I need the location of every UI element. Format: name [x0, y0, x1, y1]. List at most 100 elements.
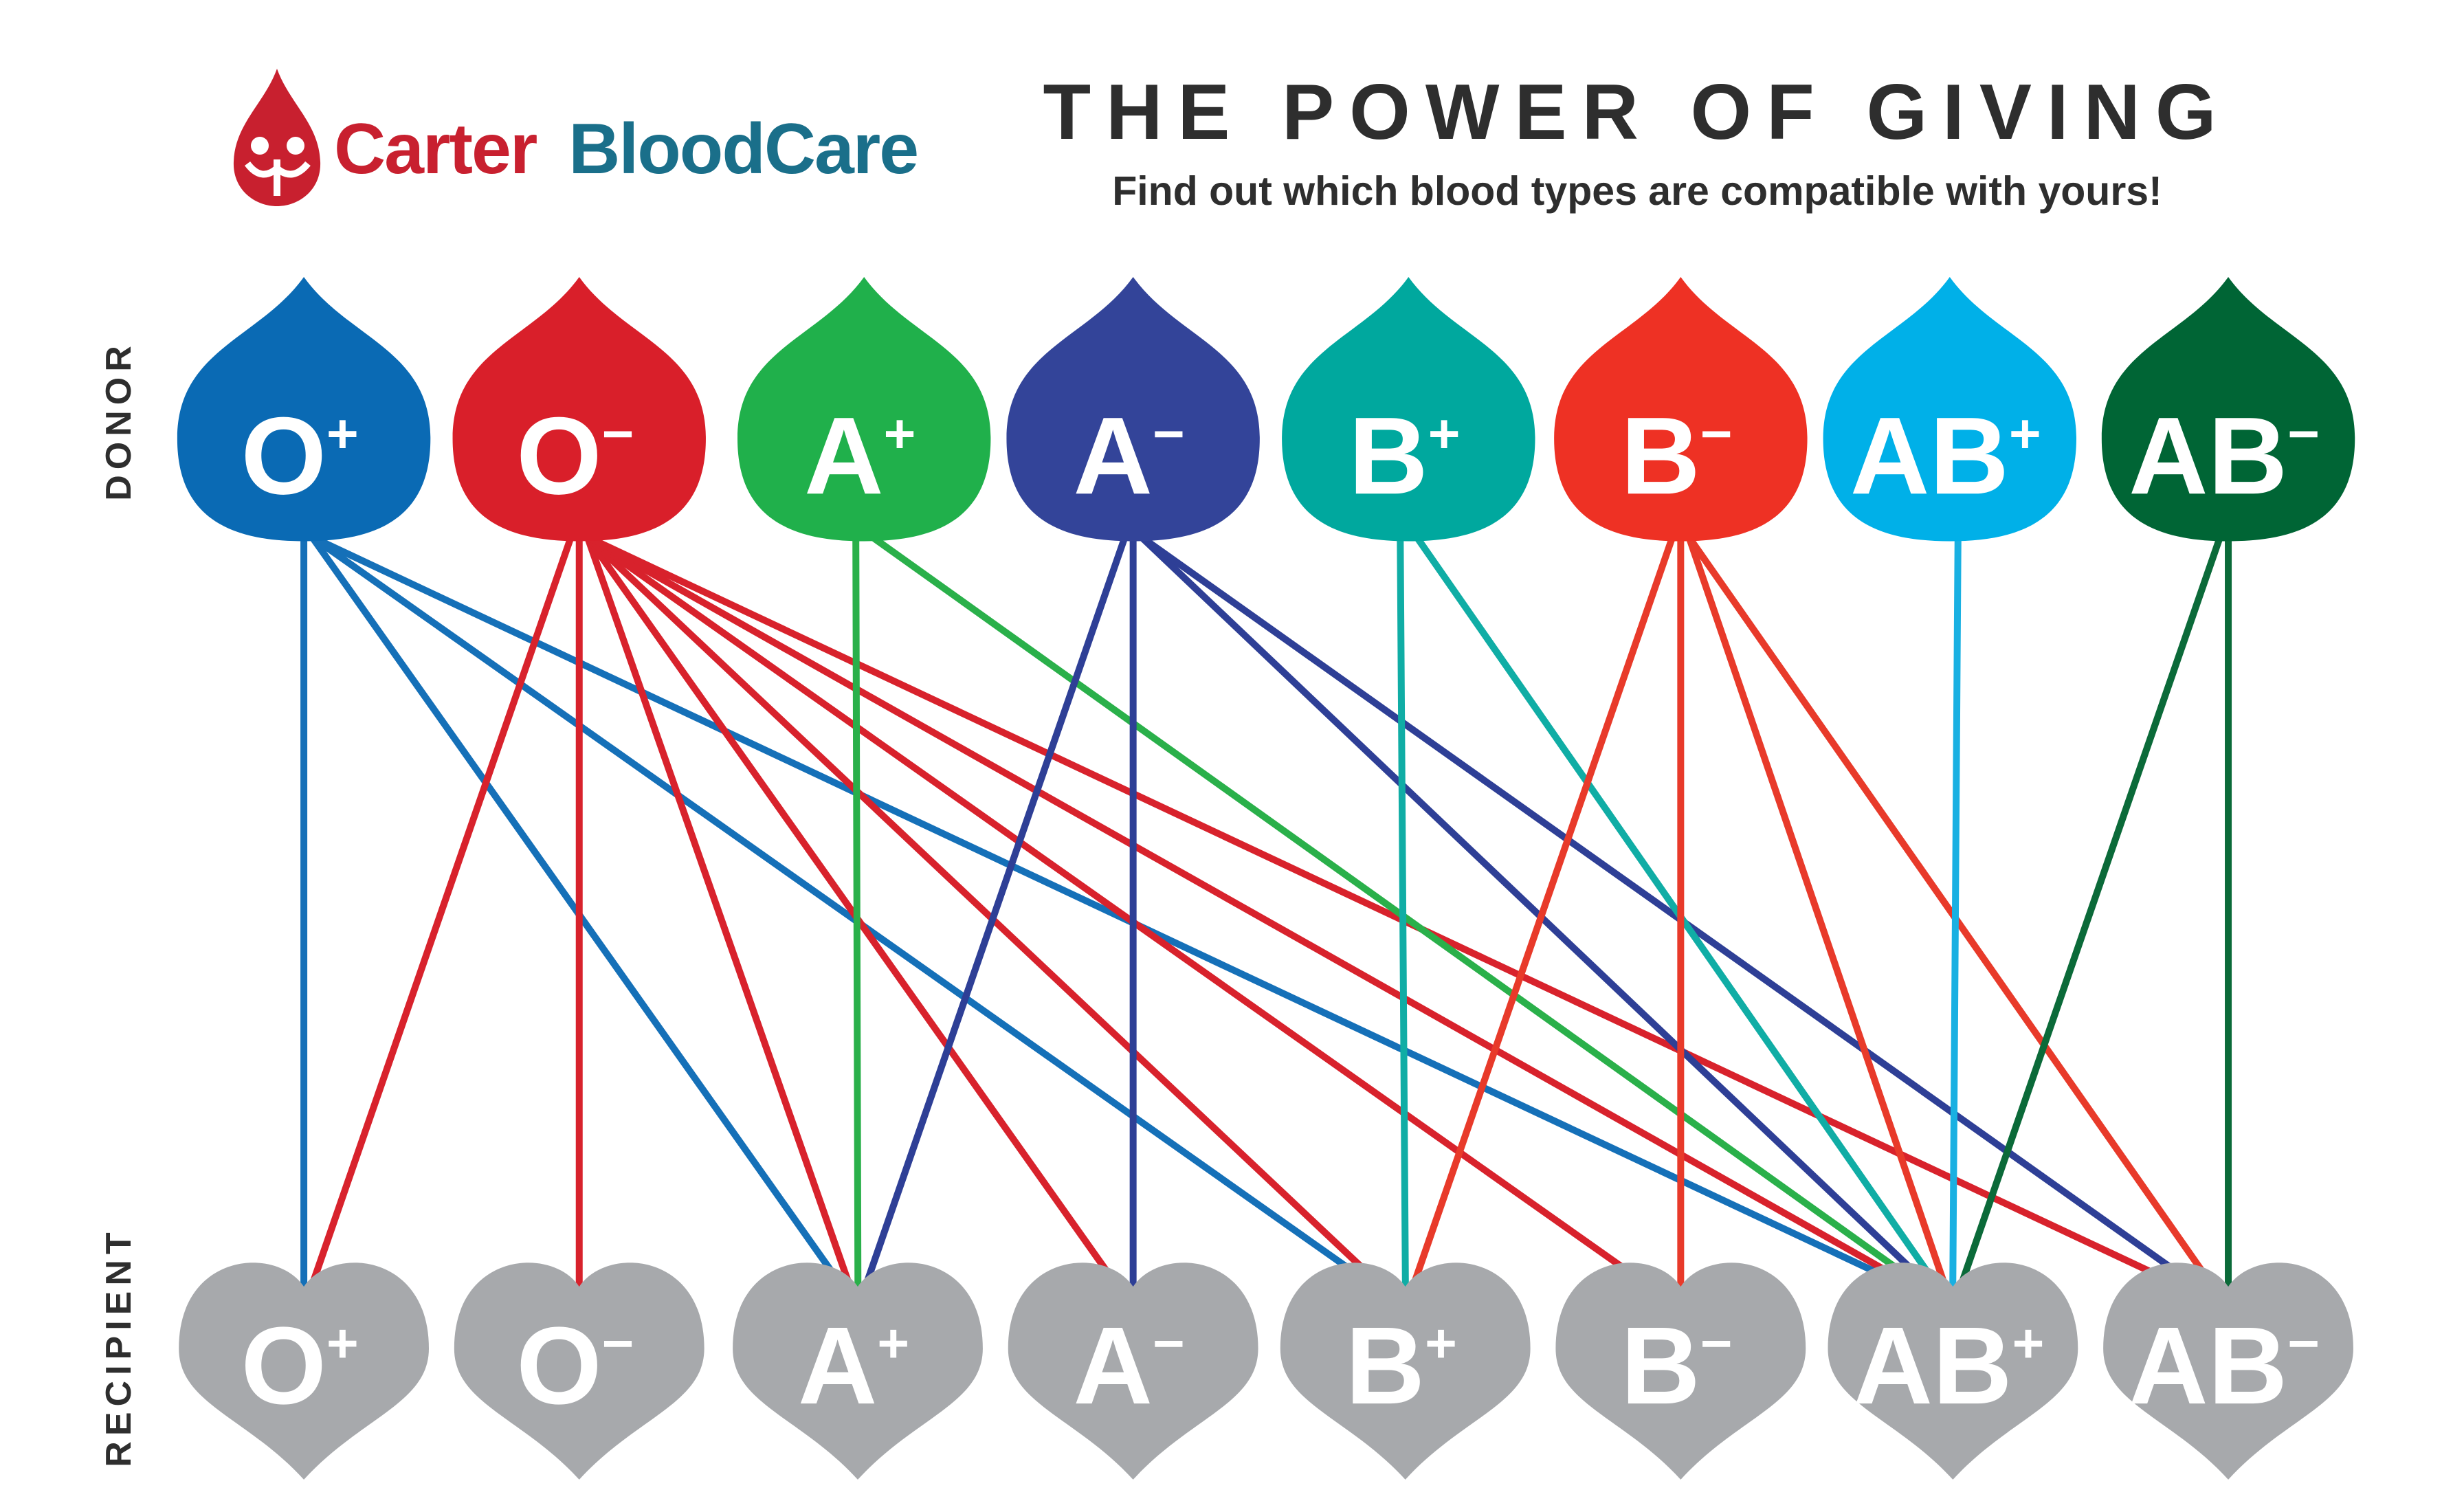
donor-type-label: O− — [516, 394, 634, 517]
heart-icon — [733, 1263, 983, 1480]
blood-drop-icon — [177, 276, 431, 542]
blood-type-base: AB — [1853, 1304, 2012, 1427]
blood-type-sign: + — [326, 403, 359, 464]
blood-type-base: AB — [2129, 1304, 2287, 1427]
logo-brand-part2: BloodCare — [568, 109, 918, 189]
heart-icon — [179, 1263, 429, 1480]
link-apos-to-abpos — [869, 533, 1924, 1289]
donor-b-neg: B− — [1554, 276, 1808, 542]
blood-type-base: B — [1621, 1304, 1700, 1427]
donor-type-label: AB− — [2129, 394, 2320, 517]
blood-type-sign: − — [602, 1313, 634, 1374]
blood-drop-icon — [1554, 276, 1808, 542]
heart-icon — [2103, 1263, 2353, 1480]
recipient-row: O+ O− A+ A− B+ B− AB+ AB− — [179, 1263, 2353, 1480]
logo-brand-part1: Carter — [334, 109, 537, 189]
link-apos-to-apos — [852, 533, 862, 1289]
blood-type-sign: − — [602, 403, 634, 464]
donor-label: DONOR — [99, 340, 139, 501]
blood-type-base: B — [1346, 1304, 1425, 1427]
recipient-type-label: A− — [1074, 1304, 1185, 1427]
recipient-ab-neg: AB− — [2103, 1263, 2353, 1480]
recipient-o-pos: O+ — [179, 1263, 429, 1480]
donor-type-label: AB+ — [1850, 394, 2041, 517]
recipient-b-neg: B− — [1555, 1263, 1806, 1480]
blood-type-base: O — [241, 394, 326, 517]
blood-type-base: A — [1074, 1304, 1153, 1427]
heart-icon — [1828, 1263, 2078, 1480]
blood-type-sign: − — [2287, 1313, 2320, 1374]
blood-type-base: A — [804, 394, 884, 517]
blood-type-base: O — [516, 1304, 601, 1427]
link-aneg-to-abneg — [1137, 533, 2199, 1289]
link-oneg-to-bpos — [584, 533, 1384, 1289]
link-bpos-to-bpos — [1397, 533, 1409, 1289]
donor-type-label: B+ — [1348, 394, 1460, 517]
donor-a-pos: A+ — [737, 276, 991, 542]
donor-b-pos: B+ — [1282, 276, 1535, 542]
page-title: THE POWER OF GIVING — [1043, 69, 2231, 156]
logo-figure-right-icon — [287, 137, 304, 155]
recipient-a-neg: A− — [1008, 1263, 1258, 1480]
recipient-type-label: AB− — [2129, 1304, 2320, 1427]
link-bpos-to-abpos — [1413, 533, 1940, 1289]
blood-type-sign: + — [2012, 1313, 2045, 1374]
donor-type-label: O+ — [241, 394, 359, 517]
blood-type-base: O — [516, 394, 601, 517]
link-oneg-to-bneg — [584, 533, 1652, 1289]
blood-drop-icon — [1282, 276, 1535, 542]
blood-type-sign: + — [326, 1313, 359, 1374]
donor-ab-neg: AB− — [2101, 276, 2355, 542]
heart-icon — [1280, 1263, 1531, 1480]
blood-type-sign: + — [884, 403, 916, 464]
recipient-label: RECIPIENT — [99, 1227, 139, 1467]
recipient-ab-pos: AB+ — [1828, 1263, 2078, 1480]
donor-a-neg: A− — [1006, 276, 1260, 542]
heart-icon — [1008, 1263, 1258, 1480]
recipient-type-label: O+ — [241, 1304, 359, 1427]
blood-type-sign: + — [877, 1313, 909, 1374]
recipient-b-pos: B+ — [1280, 1263, 1531, 1480]
recipient-type-label: AB+ — [1853, 1304, 2044, 1427]
link-bneg-to-abneg — [1685, 533, 2216, 1289]
link-bneg-to-bpos — [1410, 533, 1676, 1289]
link-oneg-to-abpos — [584, 533, 1916, 1289]
blood-type-base: A — [1074, 394, 1153, 517]
blood-type-base: B — [1621, 394, 1700, 517]
recipient-a-pos: A+ — [733, 1263, 983, 1480]
donor-o-neg: O− — [452, 276, 706, 542]
blood-type-sign: − — [1700, 403, 1733, 464]
blood-type-sign: − — [2287, 403, 2320, 464]
blood-drop-icon — [452, 276, 706, 542]
heart-icon — [454, 1263, 704, 1480]
recipient-o-neg: O− — [454, 1263, 704, 1480]
blood-type-sign: − — [1153, 1313, 1185, 1374]
link-opos-to-bpos — [309, 533, 1376, 1289]
blood-type-sign: + — [1428, 403, 1461, 464]
link-oneg-to-aneg — [584, 533, 1120, 1289]
compatibility-lines — [300, 533, 2232, 1289]
blood-type-base: AB — [1850, 394, 2009, 517]
blood-type-base: O — [241, 1304, 326, 1427]
link-oneg-to-abneg — [584, 533, 2183, 1289]
link-oneg-to-apos — [584, 533, 853, 1289]
blood-type-base: B — [1348, 394, 1428, 517]
heart-icon — [1555, 1263, 1806, 1480]
link-oneg-to-opos — [309, 533, 575, 1289]
link-aneg-to-apos — [863, 533, 1129, 1289]
blood-type-base: A — [798, 1304, 878, 1427]
link-abpos-to-abpos — [1949, 533, 1962, 1289]
blood-type-sign: + — [2009, 403, 2041, 464]
recipient-type-label: A+ — [798, 1304, 909, 1427]
donor-ab-pos: AB+ — [1823, 276, 2076, 542]
page-subtitle: Find out which blood types are compatibl… — [1112, 168, 2162, 214]
blood-type-sign: − — [1700, 1313, 1733, 1374]
link-abneg-to-abpos — [1957, 533, 2224, 1289]
carter-bloodcare-logo: Carter BloodCare — [233, 69, 919, 206]
donor-row: O+ O− A+ A− B+ B− AB+ AB− — [177, 276, 2355, 542]
donor-type-label: A+ — [804, 394, 915, 517]
blood-drop-icon — [1823, 276, 2076, 542]
blood-drop-icon — [2101, 276, 2355, 542]
recipient-type-label: B− — [1621, 1304, 1732, 1427]
